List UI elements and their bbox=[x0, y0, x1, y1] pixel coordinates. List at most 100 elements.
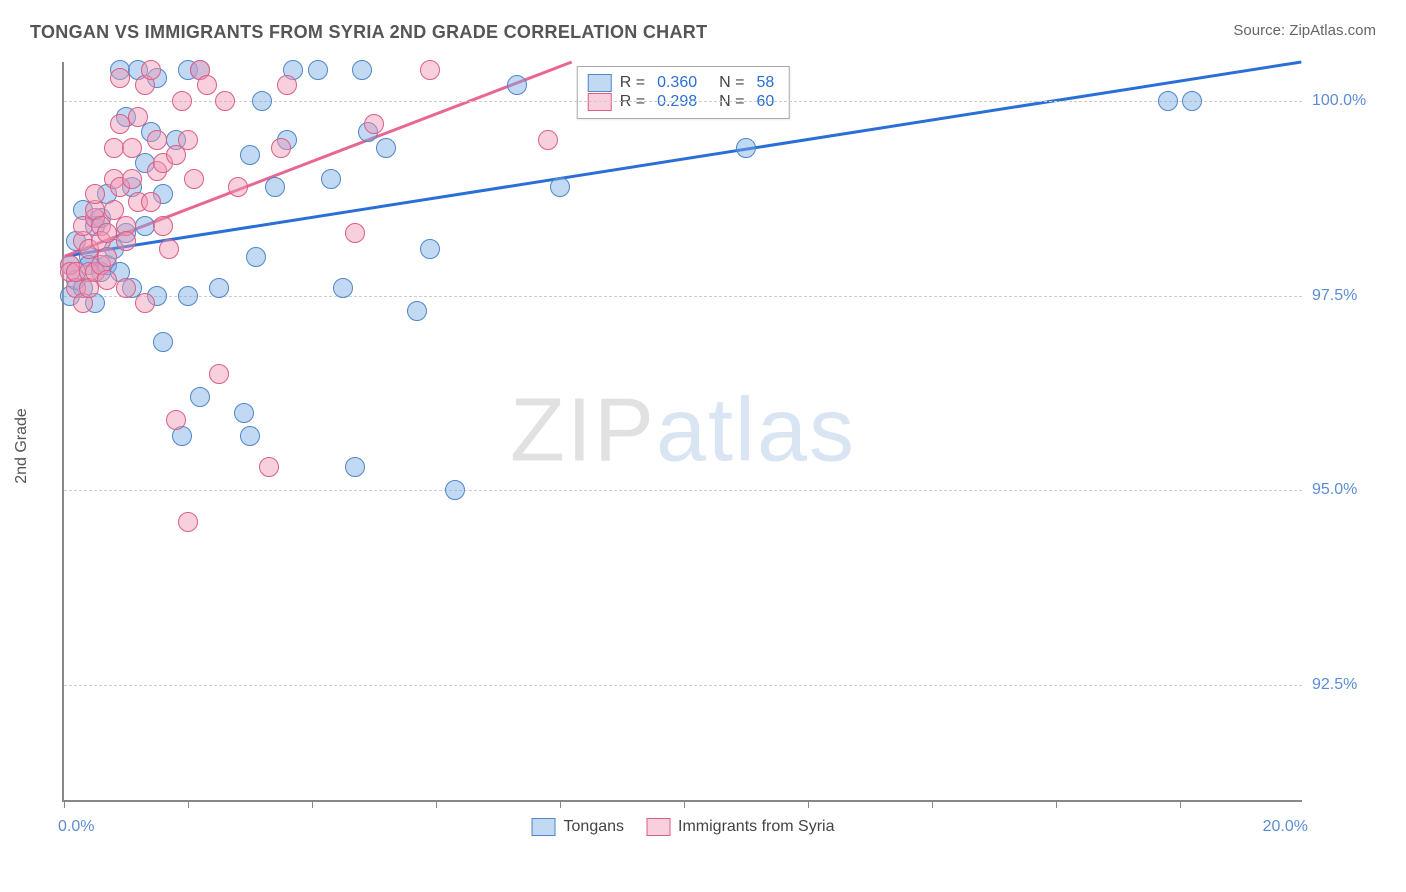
data-point-syria bbox=[345, 223, 365, 243]
n-value-tongans: 58 bbox=[756, 74, 774, 92]
source-prefix: Source: bbox=[1233, 22, 1289, 39]
x-axis-max-label: 20.0% bbox=[1263, 818, 1308, 836]
n-label: N = bbox=[719, 74, 744, 92]
data-point-tongans bbox=[321, 169, 341, 189]
n-label: N = bbox=[719, 93, 744, 111]
data-point-syria bbox=[104, 138, 124, 158]
legend-item-tongans: Tongans bbox=[532, 818, 625, 836]
data-point-syria bbox=[209, 364, 229, 384]
gridline bbox=[64, 490, 1302, 491]
data-point-syria bbox=[159, 239, 179, 259]
data-point-syria bbox=[197, 75, 217, 95]
data-point-syria bbox=[184, 169, 204, 189]
data-point-syria bbox=[97, 247, 117, 267]
data-point-syria bbox=[141, 60, 161, 80]
gridline bbox=[64, 685, 1302, 686]
x-axis-min-label: 0.0% bbox=[58, 818, 94, 836]
gridline bbox=[64, 296, 1302, 297]
data-point-syria bbox=[172, 91, 192, 111]
data-point-tongans bbox=[240, 145, 260, 165]
data-point-syria bbox=[116, 278, 136, 298]
data-point-syria bbox=[122, 169, 142, 189]
series-legend: Tongans Immigrants from Syria bbox=[532, 818, 835, 836]
y-tick-label: 92.5% bbox=[1312, 676, 1382, 694]
correlation-row-tongans: R = 0.360 N = 58 bbox=[588, 74, 775, 92]
plot-area: ZIPatlas R = 0.360 N = 58 R = 0.298 N = … bbox=[62, 62, 1302, 802]
data-point-syria bbox=[178, 130, 198, 150]
correlation-row-syria: R = 0.298 N = 60 bbox=[588, 93, 775, 111]
data-point-syria bbox=[147, 130, 167, 150]
x-tick-mark bbox=[1180, 800, 1181, 808]
data-point-tongans bbox=[240, 426, 260, 446]
data-point-tongans bbox=[1158, 91, 1178, 111]
data-point-tongans bbox=[550, 177, 570, 197]
data-point-tongans bbox=[407, 301, 427, 321]
data-point-tongans bbox=[352, 60, 372, 80]
swatch-syria bbox=[646, 818, 670, 836]
y-tick-label: 100.0% bbox=[1312, 92, 1382, 110]
data-point-tongans bbox=[1182, 91, 1202, 111]
data-point-tongans bbox=[246, 247, 266, 267]
chart-title: TONGAN VS IMMIGRANTS FROM SYRIA 2ND GRAD… bbox=[30, 22, 707, 43]
data-point-syria bbox=[215, 91, 235, 111]
data-point-tongans bbox=[420, 239, 440, 259]
y-axis-label: 2nd Grade bbox=[13, 408, 31, 484]
legend-label-tongans: Tongans bbox=[564, 818, 625, 836]
data-point-syria bbox=[364, 114, 384, 134]
y-tick-label: 97.5% bbox=[1312, 287, 1382, 305]
data-point-syria bbox=[85, 184, 105, 204]
watermark: ZIPatlas bbox=[510, 380, 856, 483]
x-tick-mark bbox=[808, 800, 809, 808]
correlation-legend: R = 0.360 N = 58 R = 0.298 N = 60 bbox=[577, 66, 790, 119]
x-tick-mark bbox=[932, 800, 933, 808]
swatch-tongans bbox=[532, 818, 556, 836]
data-point-tongans bbox=[376, 138, 396, 158]
data-point-syria bbox=[135, 293, 155, 313]
data-point-syria bbox=[271, 138, 291, 158]
swatch-syria bbox=[588, 93, 612, 111]
data-point-tongans bbox=[308, 60, 328, 80]
r-label: R = bbox=[620, 93, 645, 111]
data-point-tongans bbox=[445, 480, 465, 500]
data-point-syria bbox=[420, 60, 440, 80]
data-point-tongans bbox=[234, 403, 254, 423]
data-point-tongans bbox=[178, 286, 198, 306]
x-tick-mark bbox=[1056, 800, 1057, 808]
watermark-zip: ZIP bbox=[510, 381, 656, 481]
x-tick-mark bbox=[312, 800, 313, 808]
data-point-tongans bbox=[153, 332, 173, 352]
data-point-syria bbox=[228, 177, 248, 197]
data-point-syria bbox=[259, 457, 279, 477]
data-point-syria bbox=[141, 192, 161, 212]
data-point-syria bbox=[178, 512, 198, 532]
legend-item-syria: Immigrants from Syria bbox=[646, 818, 834, 836]
r-value-syria: 0.298 bbox=[657, 93, 697, 111]
data-point-syria bbox=[277, 75, 297, 95]
watermark-atlas: atlas bbox=[656, 381, 856, 481]
data-point-syria bbox=[122, 138, 142, 158]
data-point-syria bbox=[110, 68, 130, 88]
data-point-syria bbox=[128, 107, 148, 127]
r-label: R = bbox=[620, 74, 645, 92]
data-point-tongans bbox=[265, 177, 285, 197]
data-point-tongans bbox=[190, 387, 210, 407]
x-tick-mark bbox=[684, 800, 685, 808]
y-tick-label: 95.0% bbox=[1312, 481, 1382, 499]
x-tick-mark bbox=[64, 800, 65, 808]
source-name: ZipAtlas.com bbox=[1289, 22, 1376, 39]
data-point-tongans bbox=[333, 278, 353, 298]
x-tick-mark bbox=[188, 800, 189, 808]
x-tick-mark bbox=[436, 800, 437, 808]
legend-label-syria: Immigrants from Syria bbox=[678, 818, 834, 836]
data-point-tongans bbox=[736, 138, 756, 158]
data-point-tongans bbox=[135, 216, 155, 236]
source-attribution: Source: ZipAtlas.com bbox=[1233, 22, 1376, 39]
data-point-syria bbox=[97, 270, 117, 290]
data-point-syria bbox=[116, 231, 136, 251]
swatch-tongans bbox=[588, 74, 612, 92]
data-point-tongans bbox=[252, 91, 272, 111]
data-point-tongans bbox=[209, 278, 229, 298]
data-point-syria bbox=[166, 410, 186, 430]
n-value-syria: 60 bbox=[756, 93, 774, 111]
data-point-syria bbox=[110, 114, 130, 134]
